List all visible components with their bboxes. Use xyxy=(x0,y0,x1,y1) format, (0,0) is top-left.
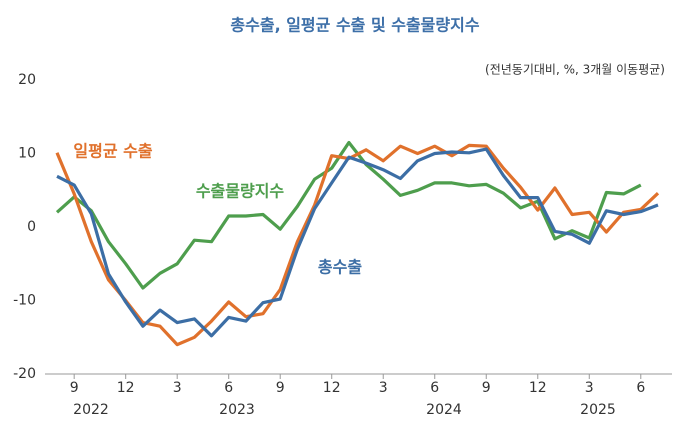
x-tick-label: 6 xyxy=(636,380,645,396)
year-label: 2024 xyxy=(426,402,462,418)
series-line xyxy=(56,147,659,338)
series-label: 일평균 수출 xyxy=(73,142,152,161)
series-line xyxy=(55,140,642,290)
series-label: 수출물량지수 xyxy=(196,182,285,201)
y-tick-label: -10 xyxy=(13,293,36,309)
chart-title: 총수출, 일평균 수출 및 수출물량지수 xyxy=(230,16,479,35)
x-tick-label: 6 xyxy=(430,380,439,396)
x-tick-label: 12 xyxy=(323,380,341,396)
x-tick-label: 6 xyxy=(224,380,233,396)
series-label: 총수출 xyxy=(318,258,362,277)
series-line xyxy=(55,143,660,347)
chart-subtitle: (전년동기대비, %, 3개월 이동평균) xyxy=(485,63,665,77)
x-tick-label: 12 xyxy=(529,380,547,396)
x-tick-label: 9 xyxy=(482,380,491,396)
x-tick-label: 12 xyxy=(117,380,135,396)
y-tick-label: -20 xyxy=(13,366,36,382)
y-tick-label: 10 xyxy=(18,146,36,162)
y-tick-label: 0 xyxy=(27,219,36,235)
x-tick-label: 3 xyxy=(585,380,594,396)
x-tick-label: 9 xyxy=(276,380,285,396)
x-tick-label: 9 xyxy=(70,380,79,396)
year-label: 2022 xyxy=(73,402,109,418)
x-tick-label: 3 xyxy=(173,380,182,396)
y-tick-label: 20 xyxy=(18,72,36,88)
year-label: 2025 xyxy=(580,402,616,418)
year-label: 2023 xyxy=(219,402,255,418)
x-tick-label: 3 xyxy=(379,380,388,396)
